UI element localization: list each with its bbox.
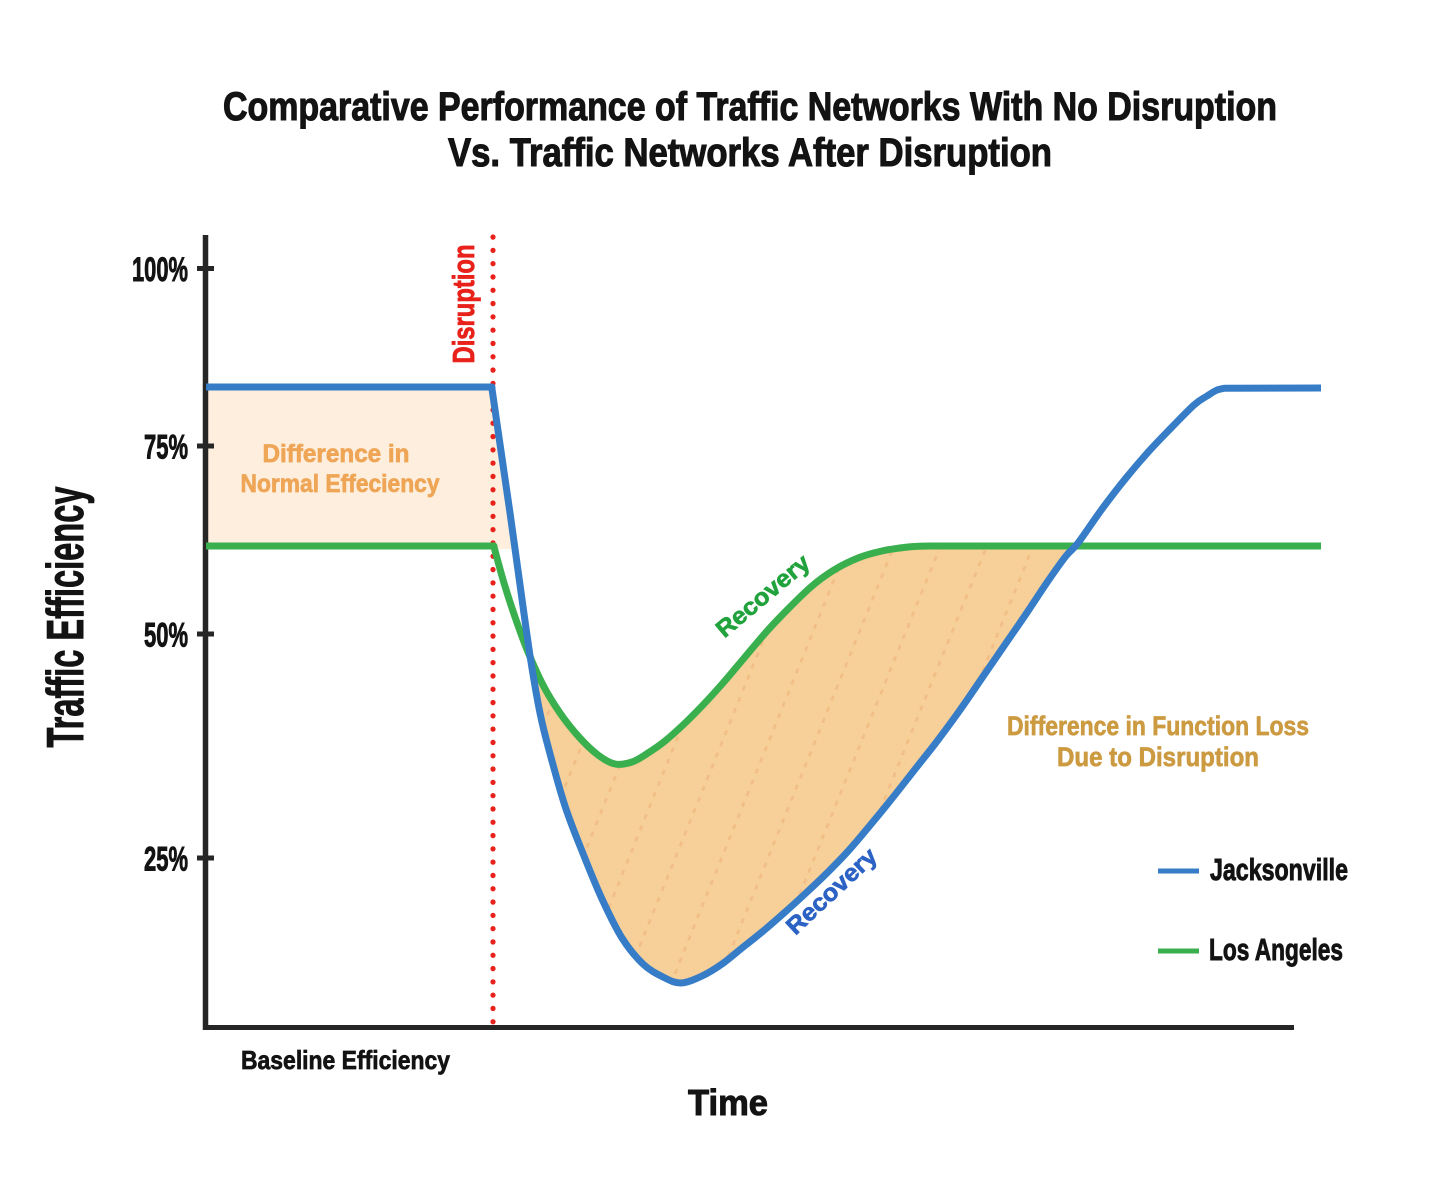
svg-text:Difference in Function Loss: Difference in Function Loss (1007, 711, 1309, 741)
svg-text:Baseline Efficiency: Baseline Efficiency (241, 1045, 450, 1075)
svg-text:Normal Effeciency: Normal Effeciency (241, 470, 440, 498)
svg-text:75%: 75% (144, 429, 188, 467)
svg-text:Comparative Performance of Tra: Comparative Performance of Traffic Netwo… (223, 85, 1277, 129)
svg-text:25%: 25% (144, 841, 188, 879)
svg-text:Difference in: Difference in (263, 440, 410, 468)
svg-text:100%: 100% (132, 251, 188, 289)
svg-text:Traffic Efficiency: Traffic Efficiency (37, 486, 95, 747)
svg-text:Time: Time (688, 1082, 768, 1123)
svg-text:Disruption: Disruption (446, 245, 481, 364)
svg-text:50%: 50% (144, 617, 188, 655)
svg-text:Jacksonville: Jacksonville (1210, 852, 1348, 887)
svg-text:Los Angeles: Los Angeles (1209, 932, 1343, 967)
svg-text:Vs. Traffic Networks After Dis: Vs. Traffic Networks After Disruption (448, 131, 1052, 175)
svg-text:Due to Disruption: Due to Disruption (1057, 742, 1259, 772)
